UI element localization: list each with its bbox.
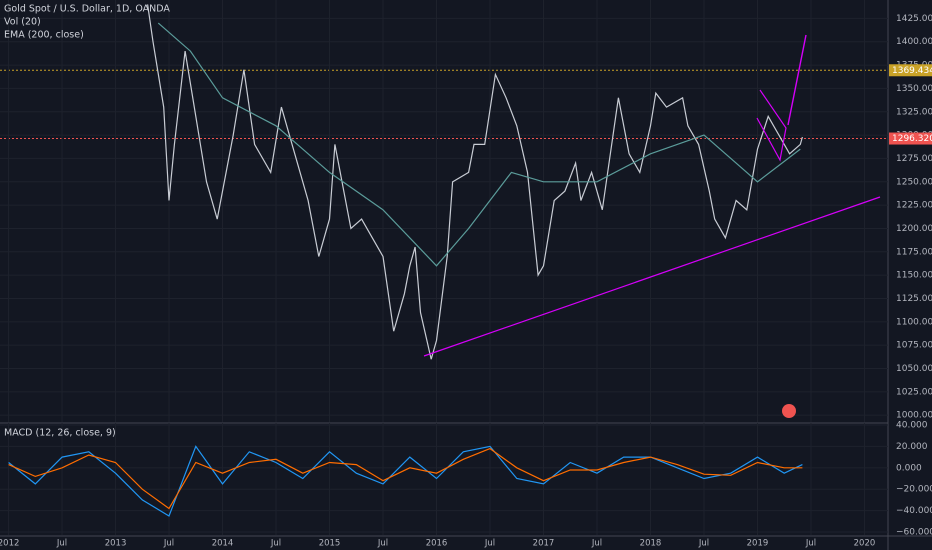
x-tick-label: 2017 xyxy=(533,539,555,549)
y-tick-label: 1125.00 xyxy=(896,294,932,304)
series-line xyxy=(8,445,803,517)
series-line xyxy=(8,447,803,510)
x-tick-label: Jul xyxy=(484,539,495,549)
x-tick-label: 2020 xyxy=(854,539,876,549)
y-tick-label: 1100.00 xyxy=(896,317,932,327)
x-tick-label: 2013 xyxy=(105,539,127,549)
y-tick-label: 1050.00 xyxy=(896,364,932,374)
y-tick-label: −20.000 xyxy=(896,485,932,495)
x-tick-label: Jul xyxy=(805,539,816,549)
y-tick-label: 1350.00 xyxy=(896,84,932,94)
x-tick-label: Jul xyxy=(377,539,388,549)
alert-icon[interactable] xyxy=(782,404,796,418)
y-tick-label: 1225.00 xyxy=(896,201,932,211)
y-tick-label: −60.000 xyxy=(896,528,932,538)
marks xyxy=(8,4,803,517)
x-tick-label: Jul xyxy=(698,539,709,549)
x-tick-label: 2019 xyxy=(747,539,769,549)
price-label-box xyxy=(889,64,932,77)
y-tick-label: 1400.00 xyxy=(896,37,932,47)
legend-entry: Vol (20) xyxy=(4,17,41,28)
projection-line xyxy=(787,34,807,126)
x-tick-label: Jul xyxy=(591,539,602,549)
x-tick-label: 2012 xyxy=(0,539,19,549)
indicator-title: MACD (12, 26, close, 9) xyxy=(4,428,116,439)
symbol-title: Gold Spot / U.S. Dollar, 1D, OANDA xyxy=(4,4,170,15)
y-tick-label: 1325.00 xyxy=(896,107,932,117)
series-line xyxy=(157,22,801,267)
y-tick-label: −40.000 xyxy=(896,506,932,516)
flag-drawing xyxy=(756,89,787,162)
grid xyxy=(0,0,888,535)
x-tick-label: Jul xyxy=(56,539,67,549)
x-tick-label: 2016 xyxy=(426,539,448,549)
y-tick-label: 1000.00 xyxy=(896,411,932,421)
y-tick-label: 1250.00 xyxy=(896,177,932,187)
y-tick-label: 0.000 xyxy=(896,463,922,473)
y-tick-label: 1425.00 xyxy=(896,14,932,24)
price-label: 1369.434 xyxy=(892,66,932,76)
y-tick-label: 1075.00 xyxy=(896,341,932,351)
y-tick-label: 20.000 xyxy=(896,442,928,452)
x-tick-label: Jul xyxy=(270,539,281,549)
price-label: 1296.320 xyxy=(892,134,932,144)
y-tick-label: 40.000 xyxy=(896,421,928,431)
price-label-box xyxy=(889,132,932,145)
x-tick-label: 2014 xyxy=(212,539,234,549)
x-tick-label: Jul xyxy=(163,539,174,549)
x-tick-label: 2015 xyxy=(319,539,341,549)
x-tick-label: 2018 xyxy=(640,539,662,549)
y-tick-label: 1175.00 xyxy=(896,247,932,257)
series-line xyxy=(147,4,803,360)
y-tick-label: 1200.00 xyxy=(896,224,932,234)
trend-line xyxy=(423,196,881,357)
y-tick-label: 1150.00 xyxy=(896,271,932,281)
y-tick-label: 1025.00 xyxy=(896,387,932,397)
legend-entry: EMA (200, close) xyxy=(4,30,84,41)
y-tick-label: 1275.00 xyxy=(896,154,932,164)
